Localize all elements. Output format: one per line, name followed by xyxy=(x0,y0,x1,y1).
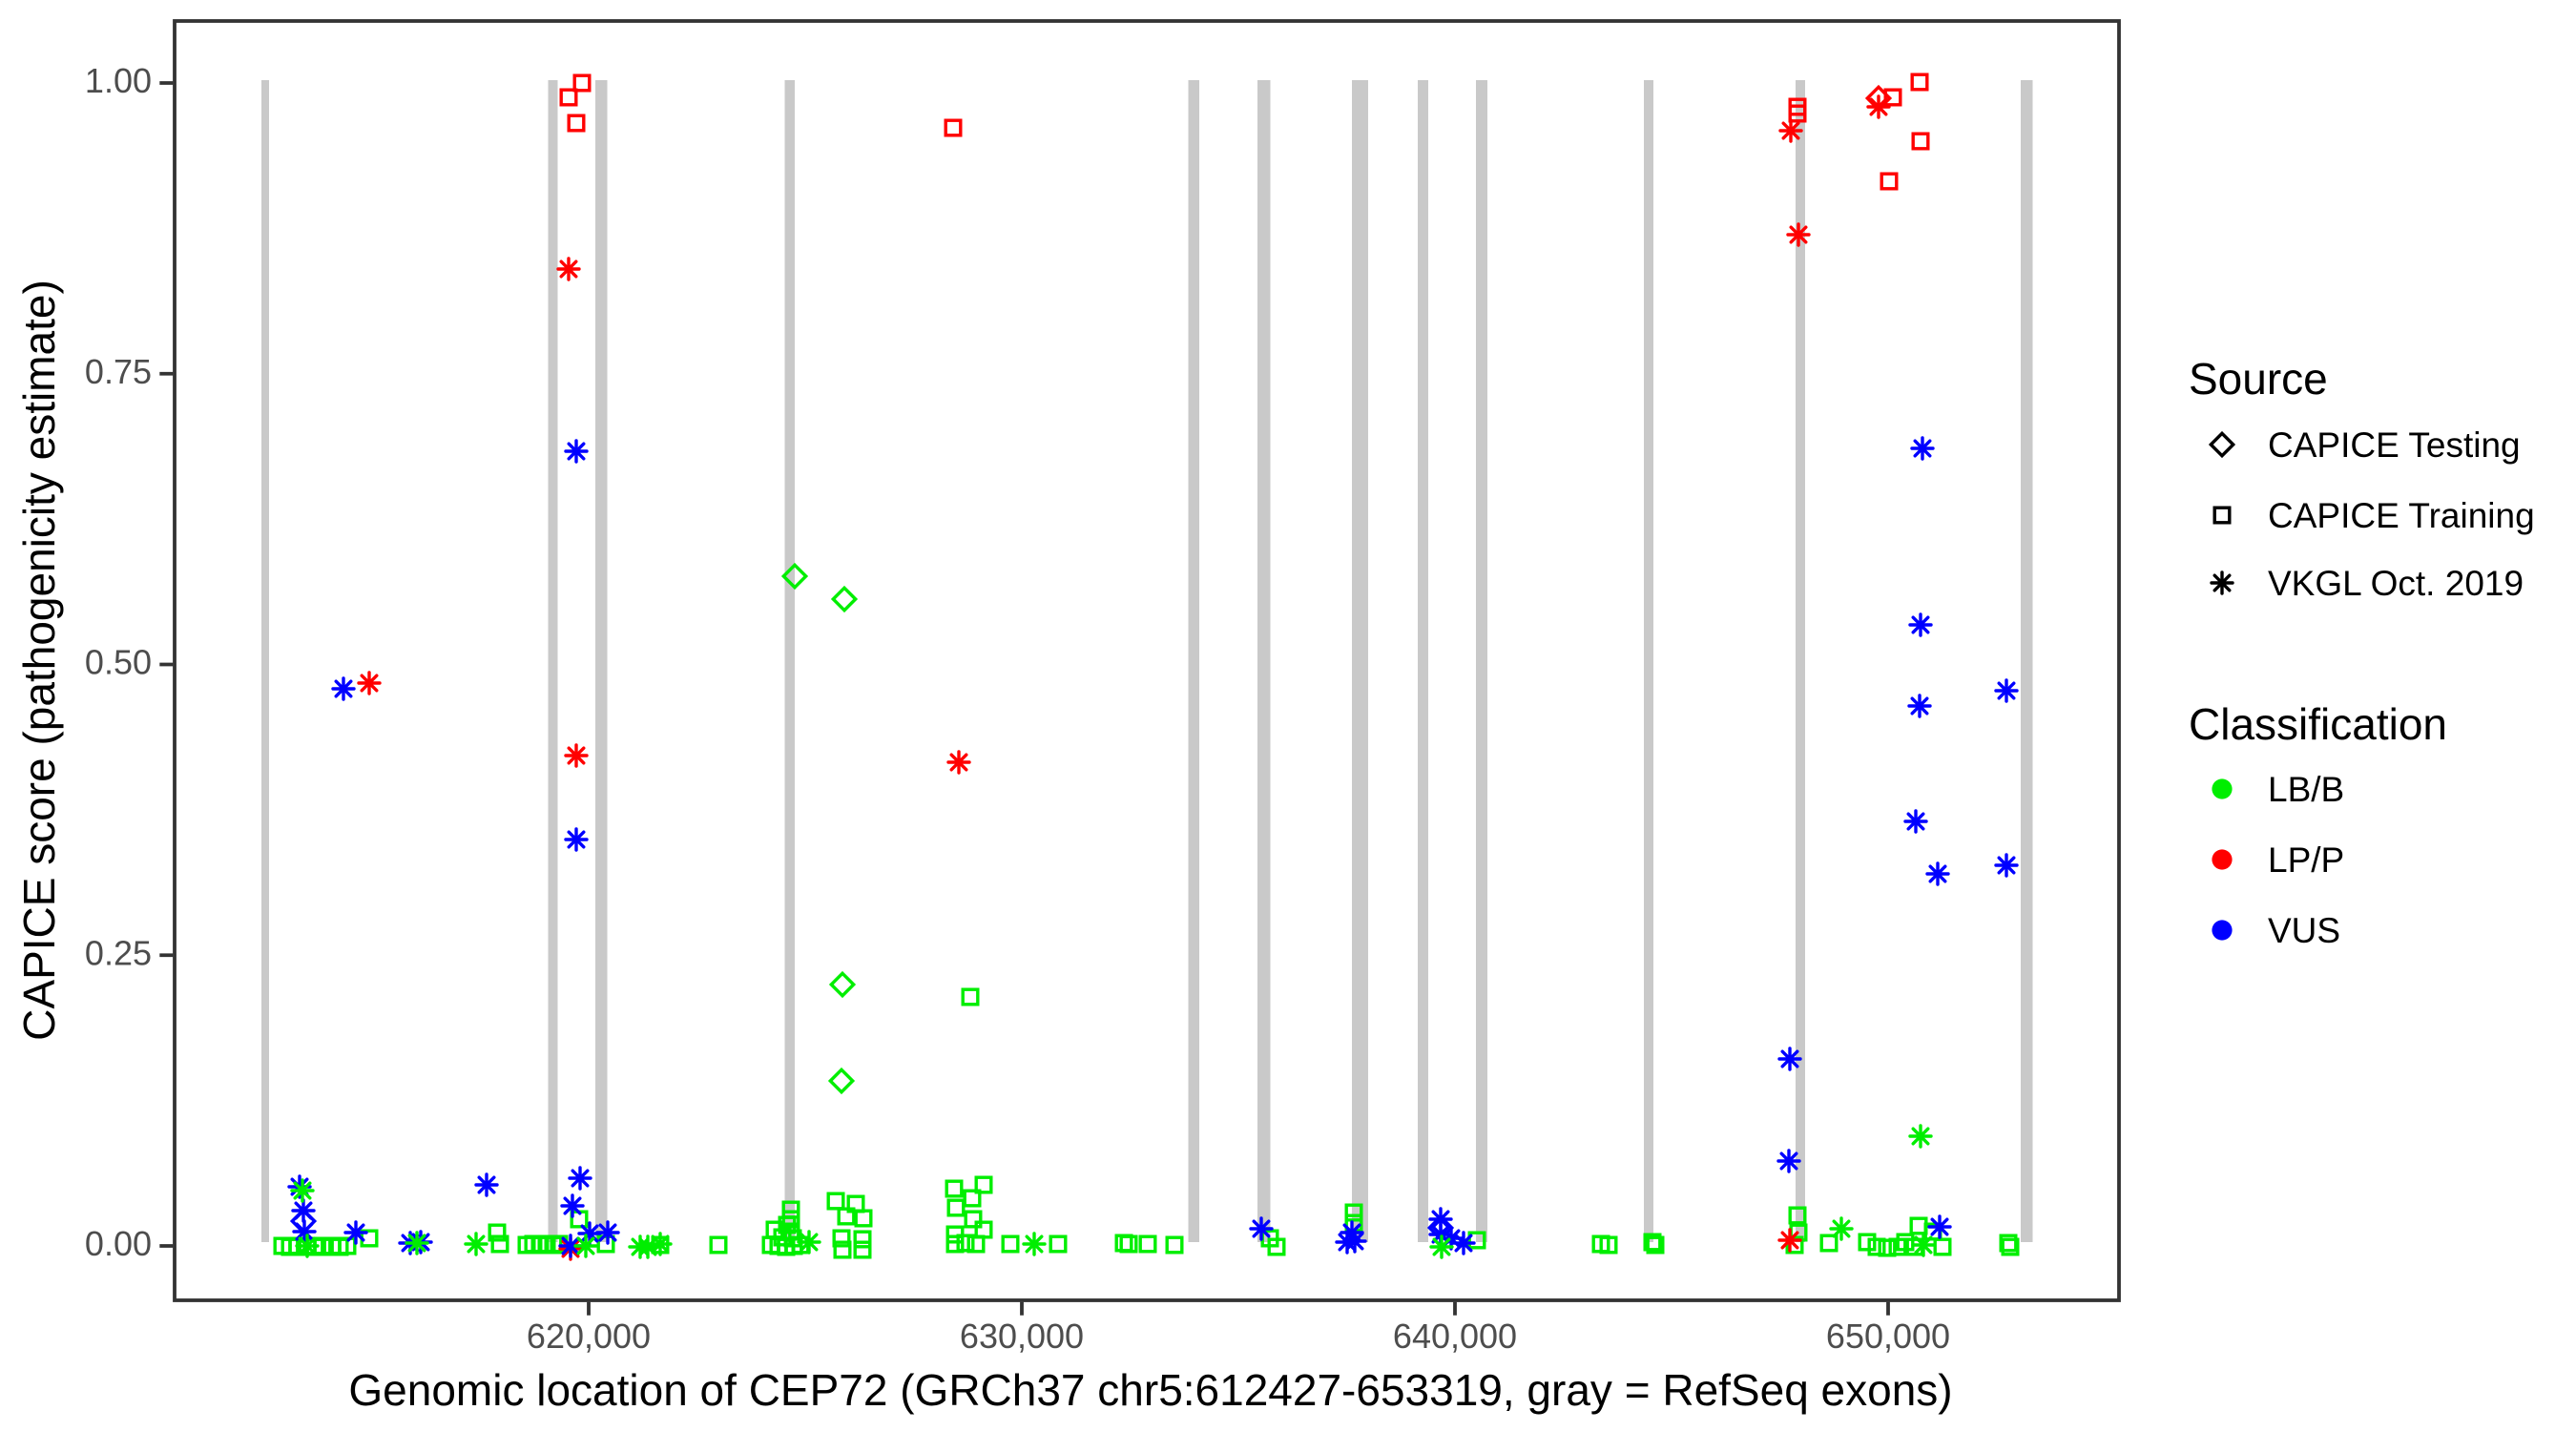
svg-text:650,000: 650,000 xyxy=(1826,1317,1950,1356)
svg-text:CAPICE score (pathogenicity es: CAPICE score (pathogenicity estimate) xyxy=(14,280,64,1041)
svg-text:0.75: 0.75 xyxy=(85,352,152,391)
svg-text:630,000: 630,000 xyxy=(960,1317,1084,1356)
svg-text:1.00: 1.00 xyxy=(85,61,152,100)
svg-text:Source: Source xyxy=(2189,354,2328,404)
svg-text:LB/B: LB/B xyxy=(2268,770,2344,809)
svg-text:VKGL Oct. 2019: VKGL Oct. 2019 xyxy=(2268,564,2524,603)
svg-text:Classification: Classification xyxy=(2189,699,2447,749)
svg-text:LP/P: LP/P xyxy=(2268,840,2344,880)
svg-text:VUS: VUS xyxy=(2268,911,2340,950)
svg-text:CAPICE Training: CAPICE Training xyxy=(2268,496,2535,535)
svg-text:0.25: 0.25 xyxy=(85,933,152,972)
svg-text:620,000: 620,000 xyxy=(527,1317,651,1356)
svg-text:Genomic location of CEP72 (GRC: Genomic location of CEP72 (GRCh37 chr5:6… xyxy=(348,1365,1952,1415)
svg-text:0.00: 0.00 xyxy=(85,1224,152,1263)
svg-text:CAPICE Testing: CAPICE Testing xyxy=(2268,425,2521,465)
svg-text:640,000: 640,000 xyxy=(1393,1317,1517,1356)
svg-text:0.50: 0.50 xyxy=(85,643,152,682)
